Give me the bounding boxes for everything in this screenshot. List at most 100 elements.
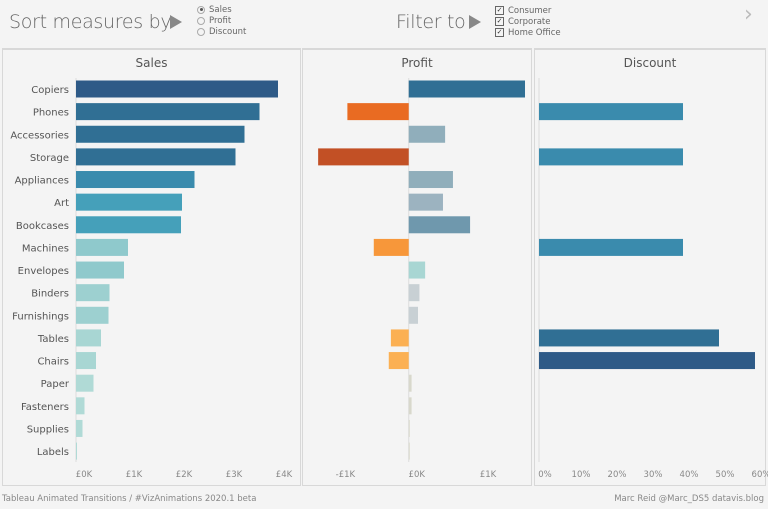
axis-tick-label: -£1K: [336, 470, 356, 480]
profit-bar-appliances: [408, 171, 453, 189]
profit-bar-tables: [390, 329, 409, 347]
sales-bar-fasteners: [76, 397, 85, 415]
filter-options: ✓ Consumer ✓ Corporate ✓ Home Office: [495, 5, 561, 38]
radio-icon[interactable]: [197, 5, 205, 14]
footer-credit: Tableau Animated Transitions / #VizAnima…: [2, 494, 257, 504]
category-label: Fasteners: [21, 402, 69, 413]
sales-bar-labels: [76, 442, 77, 460]
sales-bar-furnishings: [76, 306, 109, 324]
sales-bar-supplies: [76, 419, 83, 437]
axis-tick-label: £0K: [409, 470, 426, 480]
sort-option-discount[interactable]: Discount: [197, 26, 246, 37]
option-label: Corporate: [508, 16, 551, 27]
play-arrow-icon: [469, 15, 481, 29]
filter-option-consumer[interactable]: ✓ Consumer: [495, 5, 561, 16]
category-label: Copiers: [31, 85, 69, 96]
axis-tick-label: 50%: [716, 470, 735, 480]
discount-bar-machines: [539, 238, 683, 256]
play-arrow-icon: [170, 15, 182, 29]
sales-bar-accessories: [76, 125, 245, 143]
profit-bar-bookcases: [408, 216, 471, 234]
sort-option-profit[interactable]: Profit: [197, 15, 246, 26]
checkbox-icon[interactable]: ✓: [495, 28, 504, 37]
axis-tick-label: £1K: [480, 470, 497, 480]
profit-bar-storage: [318, 148, 409, 166]
profit-bar-furnishings: [408, 306, 419, 324]
category-label: Furnishings: [12, 311, 69, 322]
checkbox-icon[interactable]: ✓: [495, 17, 504, 26]
sales-bar-art: [76, 193, 182, 211]
profit-bar-supplies: [408, 419, 410, 437]
sales-panel: Sales: [2, 48, 301, 486]
axis-tick-label: 40%: [680, 470, 699, 480]
discount-panel: Discount: [534, 48, 766, 486]
category-label: Storage: [30, 153, 69, 164]
axis-tick-label: £1K: [126, 470, 143, 480]
axis-tick-label: 60%: [752, 470, 768, 480]
profit-bar-fasteners: [408, 397, 412, 415]
category-label: Supplies: [27, 424, 69, 435]
category-label: Accessories: [10, 130, 69, 141]
sort-label: Sort measures by: [9, 11, 172, 33]
category-label: Appliances: [15, 176, 69, 187]
axis-tick-label: 0%: [538, 470, 552, 480]
category-label: Paper: [41, 379, 70, 390]
axis-tick-label: 30%: [644, 470, 663, 480]
panel-title: Profit: [401, 56, 433, 70]
sort-options: Sales Profit Discount: [197, 4, 246, 37]
checkbox-icon[interactable]: ✓: [495, 6, 504, 15]
sales-bar-storage: [76, 148, 236, 166]
sales-bar-copiers: [76, 80, 278, 98]
category-label: Labels: [37, 447, 69, 458]
profit-panel: Profit: [302, 48, 532, 486]
axis-tick-label: £4K: [276, 470, 293, 480]
discount-bar-chairs: [539, 352, 755, 370]
profit-bar-phones: [347, 103, 409, 121]
profit-bar-binders: [408, 284, 420, 302]
option-label: Profit: [209, 15, 232, 26]
profit-bar-envelopes: [408, 261, 426, 279]
option-label: Discount: [209, 26, 247, 37]
axis-tick-label: £2K: [176, 470, 193, 480]
axis-tick-label: 10%: [572, 470, 591, 480]
profit-bar-paper: [408, 374, 412, 392]
axis-tick-label: £0K: [76, 470, 93, 480]
option-label: Home Office: [508, 27, 561, 38]
sales-bar-binders: [76, 284, 110, 302]
axis-tick-label: £3K: [226, 470, 243, 480]
category-label: Envelopes: [18, 266, 69, 277]
discount-bar-storage: [539, 148, 683, 166]
category-label: Binders: [31, 289, 69, 300]
sales-bar-tables: [76, 329, 101, 347]
filter-label: Filter to: [396, 11, 466, 33]
option-label: Consumer: [508, 5, 552, 16]
filter-option-home-office[interactable]: ✓ Home Office: [495, 27, 561, 38]
profit-bar-art: [408, 193, 443, 211]
category-label: Chairs: [37, 357, 69, 368]
footer-author: Marc Reid @Marc_DS5 datavis.blog: [614, 494, 764, 504]
radio-icon[interactable]: [197, 27, 205, 36]
profit-bar-copiers: [408, 80, 526, 98]
sales-bar-machines: [76, 238, 128, 256]
chevron-right-icon[interactable]: ›: [744, 2, 753, 27]
sales-bar-envelopes: [76, 261, 124, 279]
sales-bar-paper: [76, 374, 94, 392]
radio-icon[interactable]: [197, 16, 205, 25]
sort-option-sales[interactable]: Sales: [197, 4, 246, 15]
profit-bar-machines: [373, 238, 409, 256]
sales-bar-appliances: [76, 171, 195, 189]
category-label: Art: [54, 198, 69, 209]
discount-bar-phones: [539, 103, 683, 121]
category-label: Tables: [37, 334, 69, 345]
sales-bar-bookcases: [76, 216, 181, 234]
panel-title: Sales: [135, 56, 168, 70]
discount-bar-tables: [539, 329, 719, 347]
filter-option-corporate[interactable]: ✓ Corporate: [495, 16, 561, 27]
profit-bar-accessories: [408, 125, 446, 143]
axis-tick-label: 20%: [608, 470, 627, 480]
panel-title: Discount: [623, 56, 677, 70]
category-label: Phones: [33, 108, 69, 119]
sales-bar-phones: [76, 103, 260, 121]
sales-bar-chairs: [76, 352, 96, 370]
